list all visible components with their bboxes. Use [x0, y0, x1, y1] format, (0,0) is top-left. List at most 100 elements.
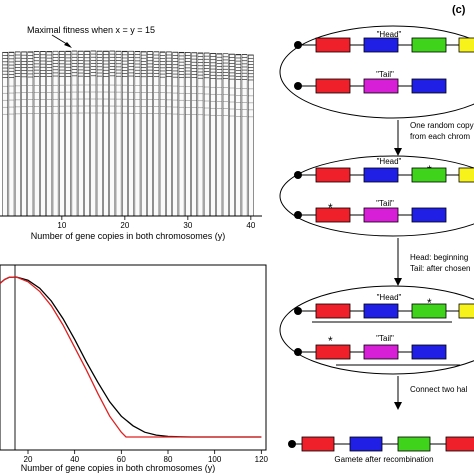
gene-block-red	[301, 436, 335, 452]
bar-column	[21, 51, 27, 217]
step1-line1: One random copy	[410, 121, 474, 130]
gene-block-magenta	[363, 207, 399, 223]
gene-block-magenta	[363, 78, 399, 94]
bar-column	[40, 51, 46, 217]
top-x-label: Number of gene copies in both chromosome…	[31, 231, 226, 241]
bar-column	[33, 51, 40, 217]
bottom-line-chart: 20 40 60 80 100 120	[0, 264, 269, 464]
bar-column	[109, 50, 116, 217]
bar-column	[46, 51, 53, 217]
head-chromosome-2	[294, 167, 474, 183]
bar-column	[172, 51, 179, 217]
bar-column	[210, 52, 216, 217]
head-asterisk-3: *	[427, 296, 432, 310]
gene-block-blue	[363, 167, 399, 183]
gene-block-blue	[363, 303, 399, 319]
bar-column	[52, 50, 59, 217]
bar-column	[248, 54, 254, 217]
bar-column	[84, 50, 90, 217]
top-bar-chart	[2, 50, 254, 217]
bar-column	[235, 54, 242, 217]
x-tick-label: 20	[24, 455, 33, 464]
bar-column	[59, 50, 65, 217]
bar-column	[216, 53, 223, 217]
bar-column	[103, 50, 109, 217]
gene-block-blue	[349, 436, 383, 452]
down-arrow-1	[394, 148, 402, 156]
centromere-dot	[294, 82, 302, 90]
x-tick-label: 80	[164, 455, 173, 464]
plot-frame	[0, 264, 267, 451]
x-tick-label: 40	[246, 221, 255, 230]
head-label-3: "Head"	[377, 293, 402, 302]
gene-block-red	[315, 303, 351, 319]
bar-column	[222, 53, 229, 217]
gene-block-green	[411, 303, 447, 319]
centromere-dot	[294, 307, 302, 315]
gene-block-red	[315, 37, 351, 53]
tail-label-3: "Tail"	[376, 334, 394, 343]
bar-column	[159, 51, 166, 217]
bar-column	[65, 50, 72, 217]
bar-column	[71, 50, 78, 217]
gene-block-blue	[411, 78, 447, 94]
gene-block-red	[315, 344, 351, 360]
x-tick-label: 120	[255, 455, 269, 464]
gene-block-blue	[363, 37, 399, 53]
gene-block-red	[315, 207, 351, 223]
bar-column	[166, 51, 172, 217]
bar-column	[203, 52, 210, 217]
step3-label: Connect two hal	[410, 385, 468, 394]
x-tick-label: 40	[70, 455, 79, 464]
step1-line2: from each chrom	[410, 132, 470, 141]
step2-line1: Head: beginning	[410, 253, 468, 262]
bar-column	[185, 52, 191, 217]
centromere-dot	[294, 41, 302, 49]
bar-column	[128, 50, 135, 217]
tail-chromosome-1	[294, 78, 447, 94]
chromosome-pair-1	[279, 25, 474, 119]
bottom-x-label: Number of gene copies in both chromosome…	[21, 463, 216, 473]
series-black-line	[0, 276, 262, 438]
bar-column	[191, 52, 198, 217]
gene-block-green	[397, 436, 431, 452]
bar-column	[122, 50, 128, 217]
x-tick-label: 30	[183, 221, 192, 230]
bar-column	[178, 51, 185, 217]
bar-column	[241, 54, 248, 217]
step2-line2: Tail: after chosen	[410, 264, 470, 273]
centromere-dot	[294, 211, 302, 219]
down-arrow-2	[394, 278, 402, 286]
tail-label-2: "Tail"	[376, 199, 394, 208]
gene-block-blue	[411, 344, 447, 360]
bar-column	[115, 50, 122, 217]
bar-column	[2, 51, 8, 217]
tail-chromosome-2	[294, 207, 447, 223]
down-arrow-3	[394, 402, 402, 410]
bar-column	[96, 50, 103, 217]
tail-chromosome-3	[294, 344, 447, 360]
bar-column	[8, 51, 15, 217]
bar-column	[147, 51, 153, 217]
centromere-dot	[288, 440, 296, 448]
annotation-arrow	[51, 34, 72, 48]
x-tick-label: 100	[208, 455, 222, 464]
gene-block-yellow	[458, 303, 474, 319]
chromosome-pair-2	[279, 155, 474, 237]
bar-column	[229, 53, 235, 217]
bar-column	[90, 50, 97, 217]
centromere-dot	[294, 348, 302, 356]
gene-block-yellow	[458, 37, 474, 53]
series-red-line	[0, 276, 262, 438]
bar-column	[140, 51, 147, 217]
gene-block-green	[411, 37, 447, 53]
bar-column	[27, 51, 34, 217]
bar-column	[153, 51, 160, 217]
gene-block-blue	[411, 207, 447, 223]
gene-block-yellow	[458, 167, 474, 183]
x-tick-label: 10	[57, 221, 66, 230]
top-x-axis: 10 20 30 40	[0, 215, 262, 230]
head-label-1: "Head"	[377, 30, 402, 39]
head-label-2: "Head"	[377, 157, 402, 166]
